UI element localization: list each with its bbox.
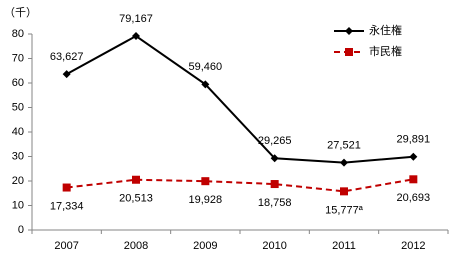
y-tick-label: 30 [12,150,24,162]
data-label: 18,758 [258,197,292,209]
data-point [132,32,140,41]
data-label: 79,167 [119,13,153,25]
series-line [66,178,414,193]
y-tick-label: 20 [12,175,24,187]
legend-label: 市民権 [369,44,402,58]
data-label: 27,521 [327,139,361,151]
y-tick-label: 0 [18,224,24,236]
x-tick-label: 2008 [124,240,148,252]
y-tick-label: 10 [12,199,24,211]
data-point [340,158,348,167]
data-point [62,70,71,79]
data-point [201,80,210,89]
x-tick-label: 2007 [54,240,78,252]
data-label: 29,891 [397,134,431,146]
data-point [270,154,279,163]
x-tick-label: 2011 [332,240,356,252]
x-tick-label: 2012 [401,240,425,252]
series-line [66,34,414,164]
y-axis-label: （千） [4,6,37,19]
legend-label: 永住権 [369,23,402,37]
data-point [409,152,418,161]
legend-marker [345,27,353,35]
data-label: 29,265 [258,135,292,147]
data-point [270,180,279,189]
y-tick-label: 70 [12,52,24,64]
data-label: 19,928 [189,194,223,206]
x-tick-label: 2010 [262,240,286,252]
y-tick-label: 60 [12,77,24,89]
data-label: 15,777ª [325,204,364,216]
data-point [409,175,418,184]
data-point [340,187,348,196]
data-label: 17,334 [50,200,84,212]
data-point [132,175,140,184]
data-point [62,183,71,192]
data-point [201,177,210,186]
y-tick-label: 80 [12,28,24,40]
data-label: 59,460 [189,61,223,73]
data-label: 20,693 [397,192,431,204]
y-tick-label: 40 [12,126,24,138]
legend-marker [345,48,353,56]
data-label: 63,627 [50,51,84,63]
y-tick-label: 50 [12,101,24,113]
x-tick-label: 2009 [193,240,217,252]
data-label: 20,513 [119,193,153,205]
